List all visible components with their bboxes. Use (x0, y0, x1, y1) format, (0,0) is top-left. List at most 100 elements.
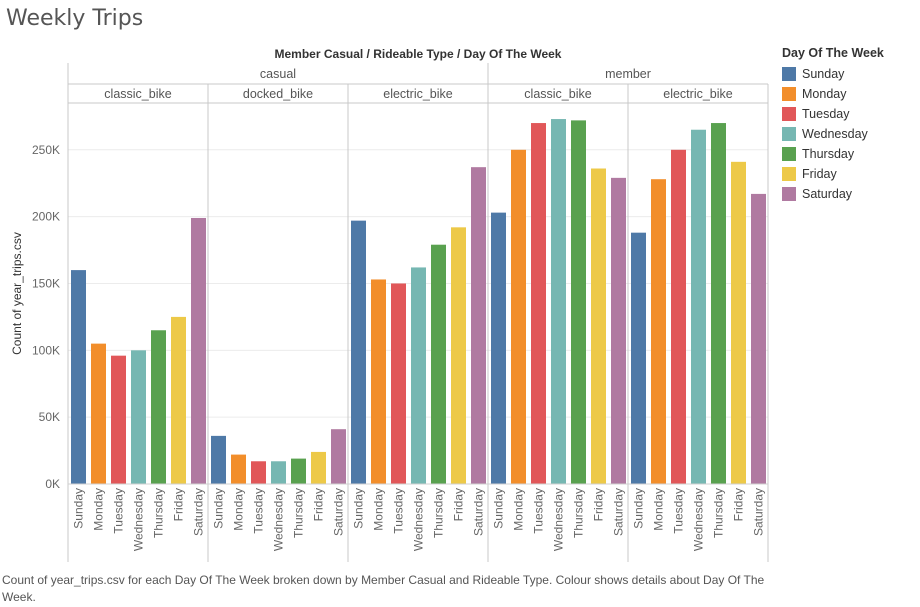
bar-member-classic_bike-tuesday (531, 123, 546, 484)
x-tick-label: Wednesday (272, 488, 286, 551)
x-tick-label: Friday (732, 488, 746, 521)
x-tick-label: Friday (452, 488, 466, 521)
y-tick-label: 250K (32, 143, 60, 157)
bar-member-electric_bike-thursday (711, 123, 726, 484)
x-tick-label: Tuesday (532, 488, 546, 534)
bar-casual-electric_bike-saturday (471, 167, 486, 484)
x-tick-label: Friday (592, 488, 606, 521)
legend-item[interactable]: Wednesday (782, 124, 884, 144)
x-tick-label: Friday (172, 488, 186, 521)
x-tick-label: Tuesday (392, 488, 406, 534)
x-tick-label: Friday (312, 488, 326, 521)
y-tick-label: 150K (32, 276, 60, 290)
bar-casual-classic_bike-saturday (191, 217, 206, 484)
bar-member-electric_bike-saturday (751, 193, 766, 484)
x-tick-label: Monday (92, 488, 106, 531)
legend-label: Friday (802, 167, 837, 181)
legend-label: Tuesday (802, 107, 850, 121)
legend-label: Thursday (802, 147, 855, 161)
group-header-member: member (605, 67, 651, 81)
bar-member-classic_bike-friday (591, 168, 606, 485)
x-tick-label: Sunday (492, 488, 506, 529)
x-tick-label: Sunday (72, 488, 86, 529)
bar-member-classic_bike-monday (511, 149, 526, 484)
x-tick-label: Sunday (352, 488, 366, 529)
legend-label: Monday (802, 87, 847, 101)
legend-label: Saturday (802, 187, 853, 201)
legend-item[interactable]: Friday (782, 164, 884, 184)
x-tick-label: Thursday (432, 488, 446, 538)
bar-casual-docked_bike-friday (311, 451, 326, 484)
bar-casual-electric_bike-sunday (351, 220, 366, 485)
x-tick-label: Thursday (712, 488, 726, 538)
x-tick-label: Saturday (612, 488, 626, 536)
x-tick-label: Thursday (572, 488, 586, 538)
bar-casual-docked_bike-tuesday (251, 461, 266, 484)
x-tick-label: Saturday (752, 488, 766, 536)
chart-title: Weekly Trips (6, 6, 144, 31)
bar-member-classic_bike-wednesday (551, 119, 566, 484)
legend: Day Of The Week Sunday Monday Tuesday Wedne… (782, 46, 884, 204)
x-tick-label: Wednesday (412, 488, 426, 551)
bar-member-classic_bike-thursday (571, 120, 586, 485)
legend-item[interactable]: Saturday (782, 184, 884, 204)
bar-member-electric_bike-wednesday (691, 129, 706, 484)
legend-swatch (782, 107, 796, 121)
group-header-casual: casual (260, 67, 296, 81)
panel-header-electric_bike: electric_bike (383, 87, 453, 101)
bar-casual-docked_bike-monday (231, 454, 246, 484)
y-tick-label: 50K (39, 410, 60, 424)
x-tick-label: Thursday (292, 488, 306, 538)
bar-chart: Member Casual / Rideable Type / Day Of T… (10, 47, 769, 562)
bar-casual-classic_bike-friday (171, 316, 186, 484)
legend-swatch (782, 67, 796, 81)
bar-member-electric_bike-tuesday (671, 149, 686, 484)
bar-member-classic_bike-saturday (611, 177, 626, 484)
x-tick-label: Thursday (152, 488, 166, 538)
panel-header-docked_bike: docked_bike (243, 87, 313, 101)
legend-item[interactable]: Sunday (782, 64, 884, 84)
legend-swatch (782, 127, 796, 141)
x-tick-label: Tuesday (252, 488, 266, 534)
legend-item[interactable]: Tuesday (782, 104, 884, 124)
x-tick-label: Sunday (632, 488, 646, 529)
x-tick-label: Saturday (472, 488, 486, 536)
x-tick-label: Tuesday (112, 488, 126, 534)
x-tick-label: Saturday (332, 488, 346, 536)
legend-swatch (782, 167, 796, 181)
x-tick-label: Monday (652, 488, 666, 531)
x-tick-label: Saturday (192, 488, 206, 536)
bar-casual-classic_bike-monday (91, 343, 106, 484)
bar-casual-docked_bike-saturday (331, 429, 346, 484)
bar-casual-electric_bike-tuesday (391, 283, 406, 484)
chart-caption: Count of year_trips.csv for each Day Of … (2, 573, 765, 604)
legend-item[interactable]: Monday (782, 84, 884, 104)
bar-casual-classic_bike-thursday (151, 330, 166, 484)
bar-member-electric_bike-friday (731, 161, 746, 485)
y-tick-label: 200K (32, 210, 60, 224)
legend-item[interactable]: Thursday (782, 144, 884, 164)
x-tick-label: Wednesday (132, 488, 146, 551)
bar-casual-electric_bike-thursday (431, 244, 446, 484)
bar-casual-electric_bike-wednesday (411, 267, 426, 484)
legend-title: Day Of The Week (782, 46, 884, 60)
legend-swatch (782, 187, 796, 201)
legend-items: Sunday Monday Tuesday Wednesday Thursday Frid… (782, 64, 884, 204)
bar-member-electric_bike-sunday (631, 232, 646, 484)
x-tick-label: Monday (372, 488, 386, 531)
bar-casual-classic_bike-sunday (71, 270, 86, 484)
legend-label: Wednesday (802, 127, 868, 141)
legend-swatch (782, 87, 796, 101)
x-tick-label: Wednesday (552, 488, 566, 551)
panel-header-electric_bike: electric_bike (663, 87, 733, 101)
legend-label: Sunday (802, 67, 845, 81)
bar-casual-docked_bike-wednesday (271, 461, 286, 484)
x-tick-label: Monday (232, 488, 246, 531)
bar-casual-docked_bike-thursday (291, 458, 306, 484)
bar-member-electric_bike-monday (651, 179, 666, 484)
bar-casual-classic_bike-wednesday (131, 350, 146, 484)
bar-casual-docked_bike-sunday (211, 435, 226, 484)
bar-casual-classic_bike-tuesday (111, 355, 126, 484)
y-tick-label: 0K (45, 477, 60, 491)
bar-casual-electric_bike-friday (451, 227, 466, 485)
